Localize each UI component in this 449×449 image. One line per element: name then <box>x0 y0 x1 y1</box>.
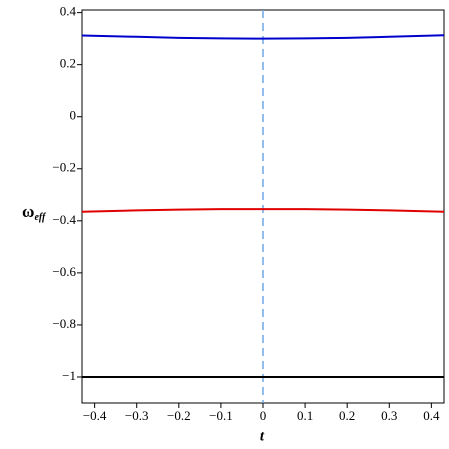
y-tick-label: −0.8 <box>52 316 76 331</box>
x-tick-label: −0.1 <box>209 408 233 423</box>
y-tick-label: 0 <box>70 108 77 123</box>
y-tick-label: −0.2 <box>52 160 76 175</box>
x-tick-label: 0.3 <box>381 408 397 423</box>
y-axis-label-main: ω <box>22 202 34 221</box>
x-tick-label: 0.4 <box>423 408 440 423</box>
x-tick-label: −0.3 <box>125 408 149 423</box>
x-tick-label: −0.4 <box>83 408 107 423</box>
y-axis-label: ωeff <box>22 202 47 223</box>
y-tick-label: 0.4 <box>60 4 77 19</box>
series-line <box>81 208 445 213</box>
y-axis-label-sub: eff <box>34 212 47 223</box>
x-tick-label: 0.1 <box>297 408 313 423</box>
y-tick-label: −1 <box>62 368 76 383</box>
x-tick-label: −0.2 <box>167 408 191 423</box>
series-line <box>81 34 445 40</box>
y-tick-label: −0.4 <box>52 212 76 227</box>
x-tick-label: 0.2 <box>339 408 355 423</box>
y-tick-label: 0.2 <box>60 56 76 71</box>
x-axis-label: t <box>260 428 265 444</box>
x-tick-label: 0 <box>260 408 267 423</box>
y-tick-label: −0.6 <box>52 264 76 279</box>
